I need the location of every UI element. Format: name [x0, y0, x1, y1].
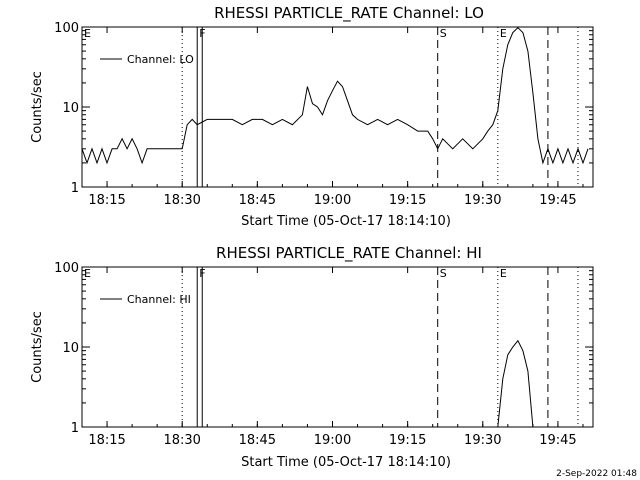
panel-hi-xtick-label: 19:00	[314, 433, 351, 448]
panel-hi-xtick-label: 19:15	[389, 433, 426, 448]
panel-lo-flag-label: S	[440, 27, 447, 40]
panel-hi-flag-label: E	[500, 267, 507, 280]
panel-hi: RHESSI PARTICLE_RATE Channel: HI Start T…	[30, 244, 594, 470]
panel-hi-series-line	[497, 339, 534, 428]
panel-hi-xtick-label: 18:45	[239, 433, 276, 448]
panel-lo-xtick-label: 18:30	[163, 193, 200, 208]
panel-lo-ytick-label: 100	[54, 21, 79, 36]
panel-hi-xtick-label: 19:30	[464, 433, 501, 448]
panel-lo-xtick-label: 19:00	[314, 193, 351, 208]
panel-lo-flag-label: E	[500, 27, 507, 40]
panel-hi-xtick-label: 18:30	[163, 433, 200, 448]
panel-lo-xtick-label: 18:45	[239, 193, 276, 208]
panel-lo-xlabel: Start Time (05-Oct-17 18:14:10)	[241, 214, 451, 229]
panel-hi-ytick-label: 10	[62, 341, 79, 356]
panel-hi-ytick-label: 1	[71, 421, 79, 436]
panel-lo-xtick-label: 19:30	[464, 193, 501, 208]
panel-hi-xtick-label: 18:15	[88, 433, 125, 448]
panel-lo-legend-label: Channel: LO	[127, 53, 194, 66]
panel-hi-xtick-label: 19:45	[539, 433, 576, 448]
panel-lo-ytick-label: 10	[62, 101, 79, 116]
panel-lo-xtick-label: 18:15	[88, 193, 125, 208]
panel-hi-flag-label: E	[84, 267, 91, 280]
panel-hi-flag-label: S	[440, 267, 447, 280]
panel-hi-ylabel: Counts/sec	[30, 311, 45, 383]
panel-lo-flag-label: E	[84, 27, 91, 40]
panel-hi-xlabel: Start Time (05-Oct-17 18:14:10)	[241, 455, 451, 470]
panel-hi-legend-label: Channel: HI	[127, 293, 191, 306]
panel-lo-series-line	[81, 27, 589, 165]
panel-lo-xtick-label: 19:45	[539, 193, 576, 208]
panel-lo-ylabel: Counts/sec	[30, 71, 45, 143]
footer-timestamp: 2-Sep-2022 01:48	[556, 469, 637, 479]
panel-lo-title: RHESSI PARTICLE_RATE Channel: LO	[214, 4, 484, 23]
panel-lo-ytick-label: 1	[71, 181, 79, 196]
panel-hi-title: RHESSI PARTICLE_RATE Channel: HI	[216, 244, 482, 263]
panel-lo-xtick-label: 19:15	[389, 193, 426, 208]
panel-lo: RHESSI PARTICLE_RATE Channel: LO Start T…	[30, 4, 594, 229]
panel-hi-ytick-label: 100	[54, 261, 79, 276]
